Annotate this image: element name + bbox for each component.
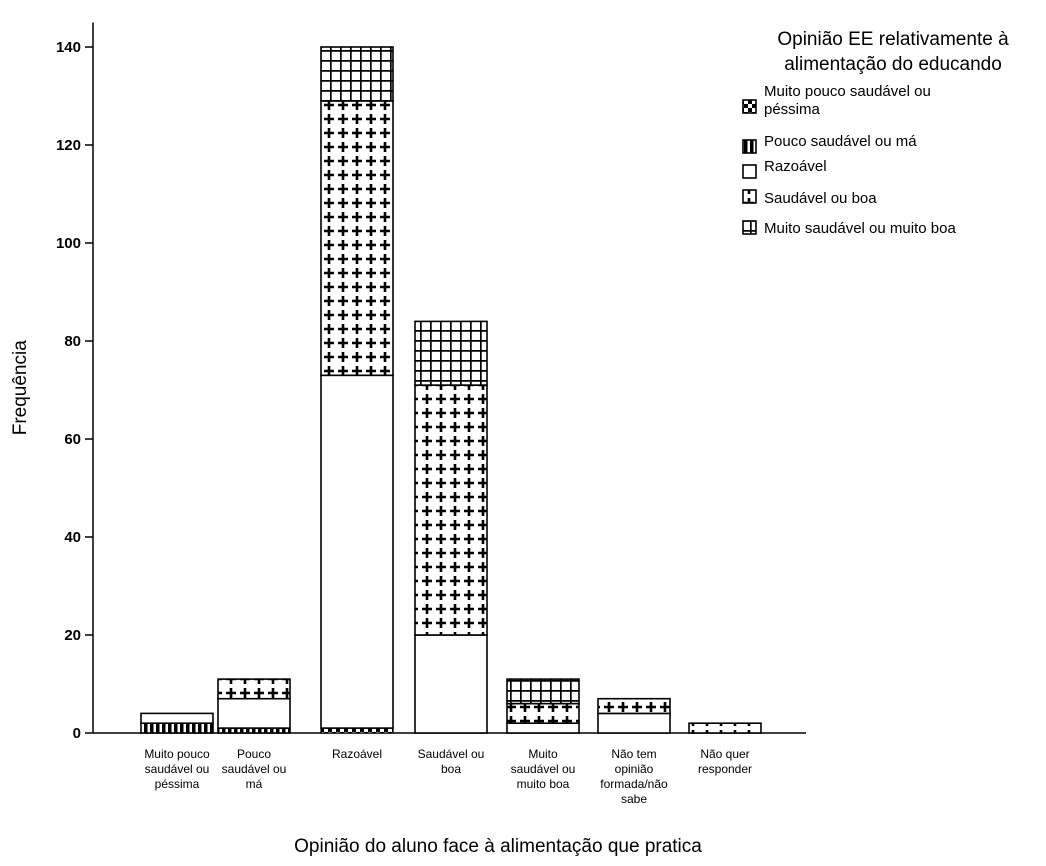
y-tick-label-80: 80	[64, 333, 81, 350]
x-axis-title: Opinião do aluno face à alimentação que …	[294, 836, 702, 857]
legend-title-line-0: Opinião EE relativamente à	[777, 29, 1009, 50]
legend-label-1-0: Pouco saudável ou má	[764, 133, 917, 150]
y-tick-label-100: 100	[56, 235, 81, 252]
bar-segment-2-2	[320, 374, 394, 729]
category-label-3-0: Saudável ou	[418, 747, 485, 761]
category-label-3-1: boa	[441, 762, 461, 776]
legend-label-3-0: Saudável ou boa	[764, 190, 877, 207]
category-label-4-1: saudável ou	[511, 762, 576, 776]
bar-segment-6-3	[688, 722, 762, 734]
category-label-1-1: saudável ou	[222, 762, 287, 776]
bar-segment-5-2	[597, 712, 671, 734]
y-axis-title: Frequência	[10, 340, 31, 435]
category-label-5-2: formada/não	[600, 777, 668, 791]
y-tick-label-120: 120	[56, 137, 81, 154]
bar-segment-1-2	[217, 697, 291, 729]
bar-segment-0-2	[140, 712, 214, 725]
legend-title-line-1: alimentação do educando	[784, 54, 1002, 75]
y-tick-label-140: 140	[56, 39, 81, 56]
category-label-5-1: opinião	[615, 762, 654, 776]
category-label-2-0: Razoável	[332, 747, 382, 761]
bar-segment-3-3	[414, 384, 488, 636]
category-label-0-1: saudável ou	[145, 762, 210, 776]
category-label-5-3: sabe	[621, 792, 647, 806]
legend-label-0-1: péssima	[764, 101, 821, 118]
bar-segment-4-4	[506, 678, 580, 705]
category-label-6-0: Não quer	[700, 747, 749, 761]
legend-label-0-0: Muito pouco saudável ou	[764, 83, 931, 100]
category-label-1-2: má	[246, 777, 263, 791]
legend-swatch-0	[742, 99, 757, 114]
bar-segment-3-4	[414, 320, 488, 386]
legend-label-4-0: Muito saudável ou muito boa	[764, 220, 956, 237]
bar-segment-0-1	[140, 722, 214, 734]
legend-swatch-4	[742, 220, 757, 235]
bar-segment-1-3	[217, 678, 291, 700]
y-tick-label-40: 40	[64, 529, 81, 546]
bar-segment-3-2	[414, 634, 488, 734]
category-label-5-0: Não tem	[611, 747, 656, 761]
category-label-4-0: Muito	[528, 747, 558, 761]
category-label-6-1: responder	[698, 762, 752, 776]
bar-segment-5-3	[597, 697, 671, 715]
legend-swatch-2	[742, 164, 757, 179]
legend-swatch-3	[742, 189, 757, 204]
bar-segment-2-3	[320, 100, 394, 377]
category-label-0-0: Muito pouco	[144, 747, 210, 761]
category-label-1-0: Pouco	[237, 747, 271, 761]
bar-segment-4-2	[506, 722, 580, 734]
legend-swatch-1	[742, 139, 757, 154]
bar-segment-2-4	[320, 46, 394, 102]
bar-segment-4-3	[506, 702, 580, 724]
category-label-4-2: muito boa	[517, 777, 570, 791]
y-tick-label-20: 20	[64, 627, 81, 644]
category-label-0-2: péssima	[155, 777, 200, 791]
y-tick-label-0: 0	[73, 725, 81, 742]
y-tick-label-60: 60	[64, 431, 81, 448]
legend-label-2-0: Razoável	[764, 158, 827, 175]
